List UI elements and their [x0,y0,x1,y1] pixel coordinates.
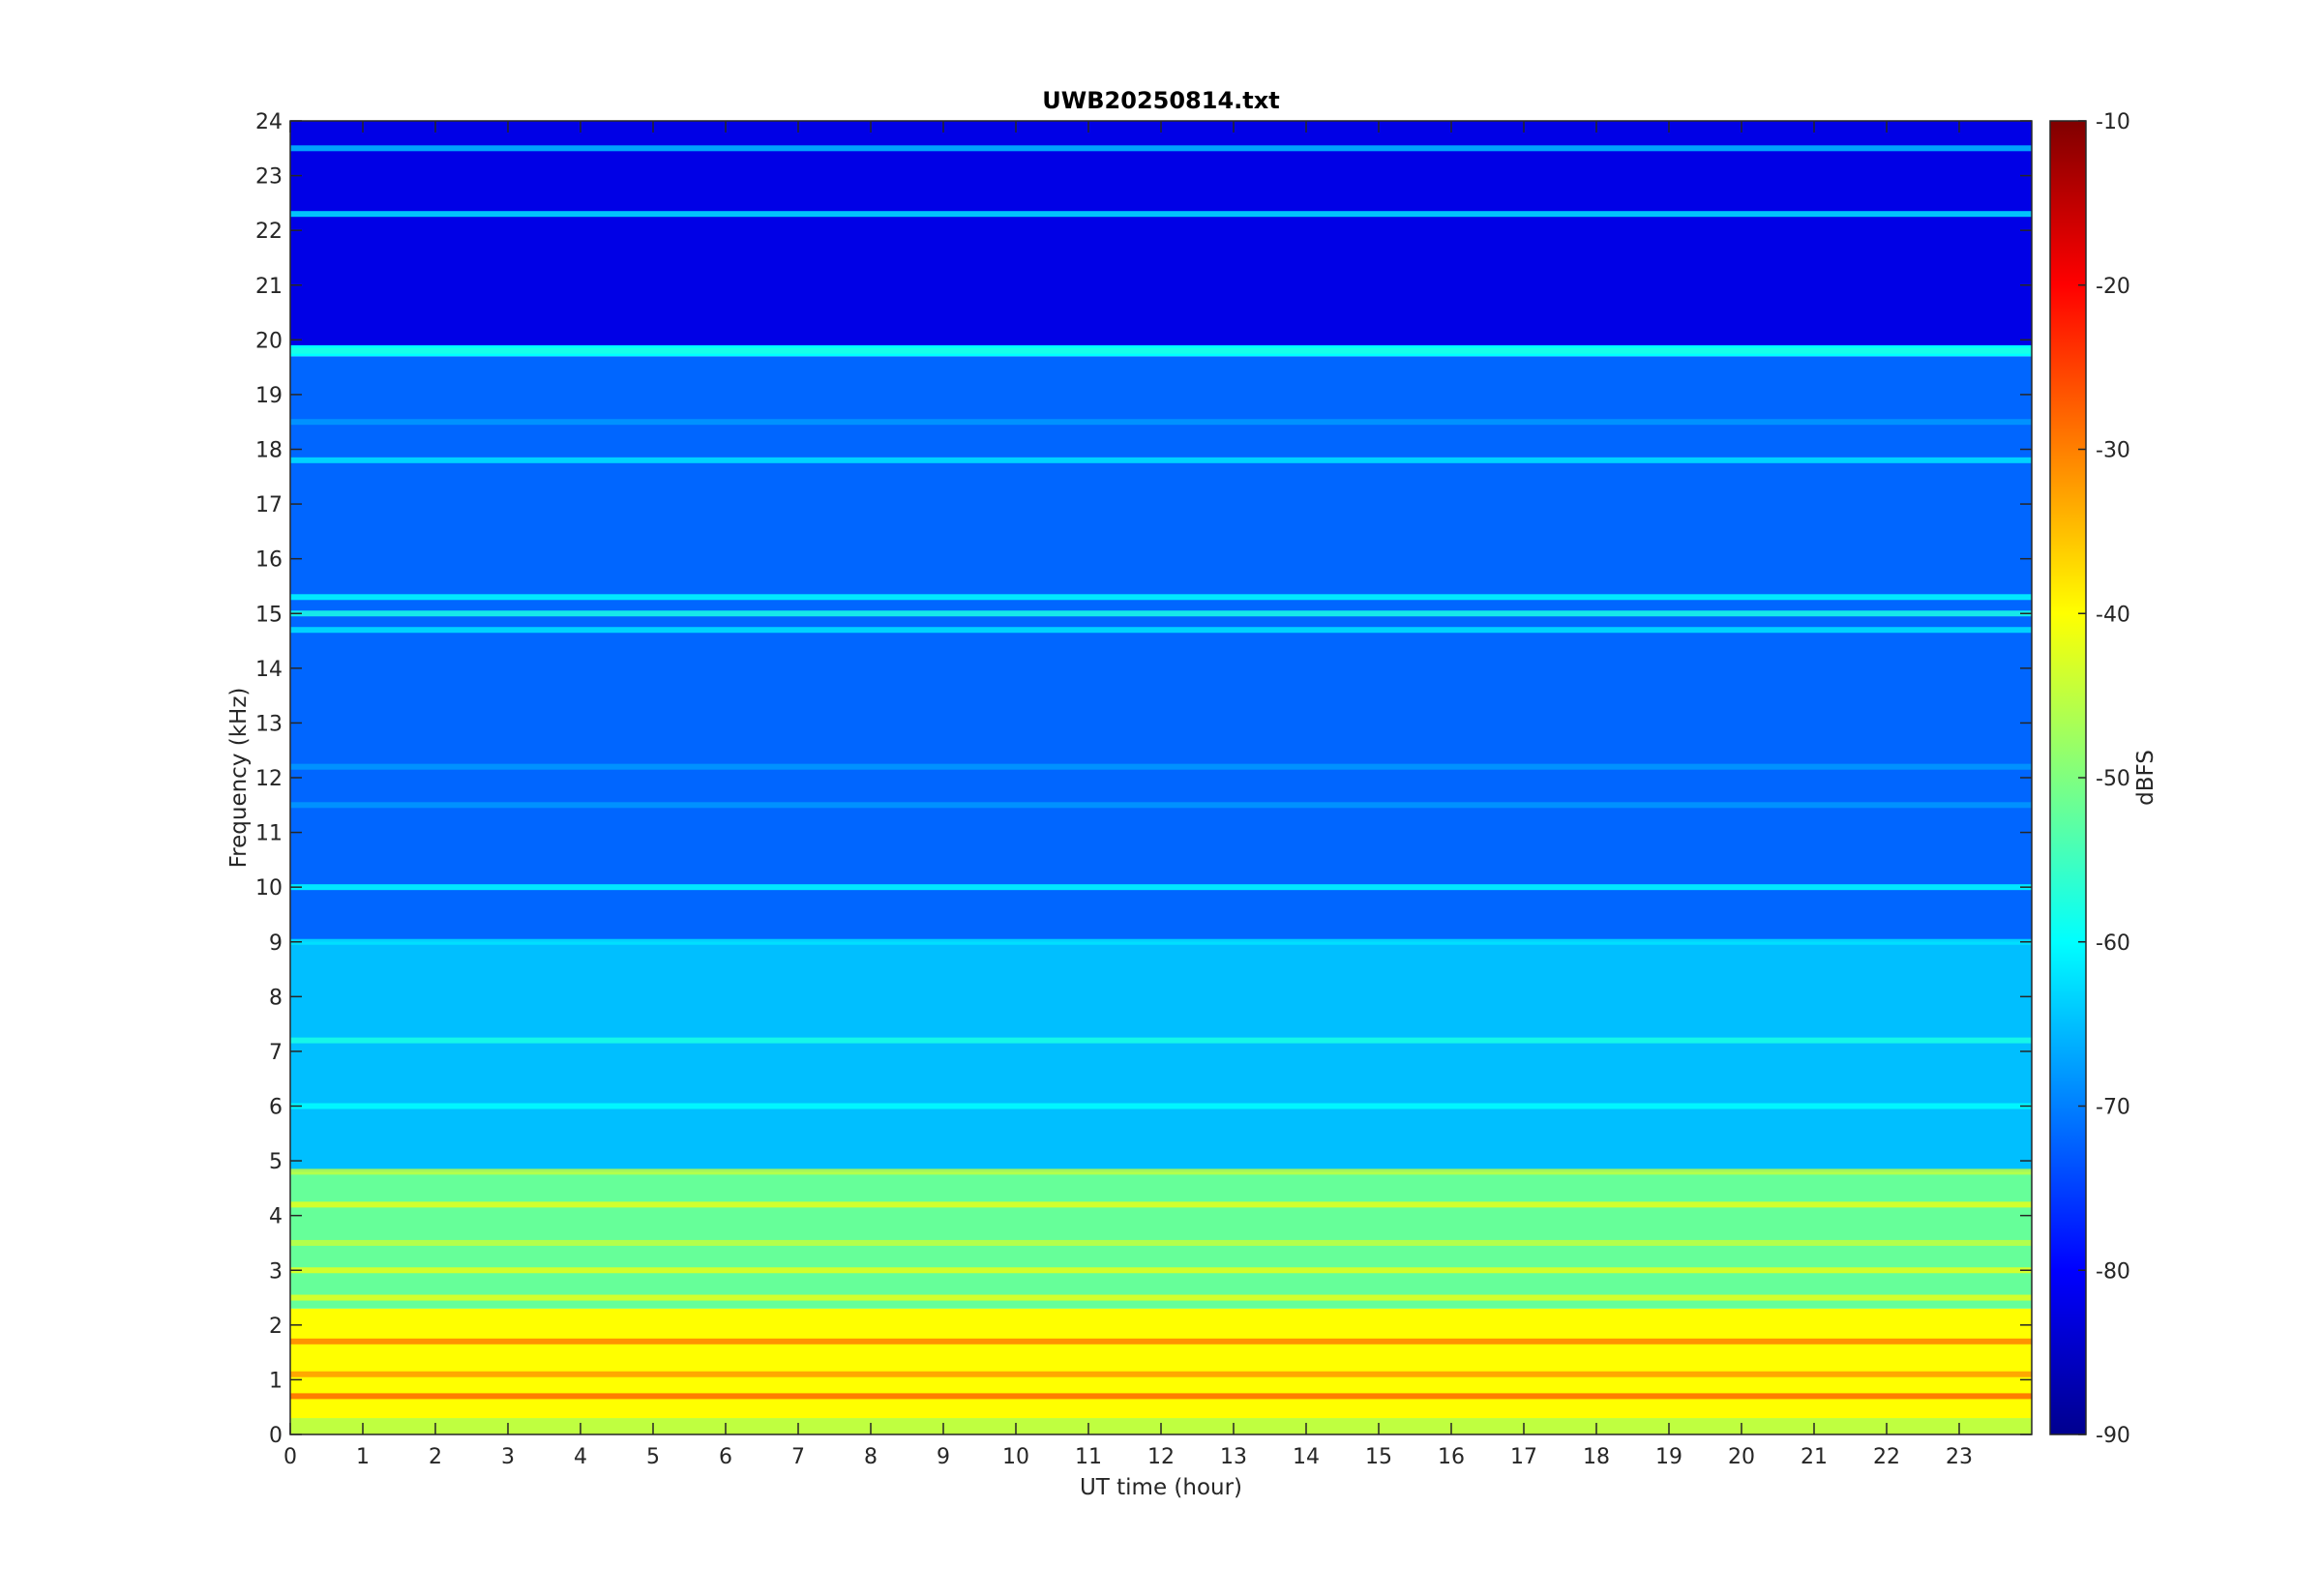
x-tick-label: 4 [574,1445,587,1469]
spectral-line [290,1201,2032,1208]
x-tick-label: 8 [864,1445,878,1469]
spectral-line [290,1371,2032,1377]
y-tick-label: 21 [255,275,283,299]
x-tick-label: 18 [1583,1445,1610,1469]
y-tick-label: 19 [255,384,283,408]
colorbar-label: dBFS [2133,750,2158,806]
x-tick-label: 0 [283,1445,297,1469]
y-tick-label: 5 [269,1150,283,1174]
x-tick-label: 22 [1873,1445,1900,1469]
y-tick-label: 0 [269,1424,283,1448]
y-tick-label: 11 [255,822,283,846]
spectral-line [290,1168,2032,1175]
y-tick-label: 16 [255,548,283,573]
colorbar-tick-label: -10 [2096,110,2130,134]
spectral-line [290,1338,2032,1345]
chart-title: UWB20250814.txt [1042,87,1279,114]
colorbar-tick-label: -30 [2096,439,2130,463]
y-tick-label: 12 [255,767,283,791]
x-tick-label: 21 [1801,1445,1828,1469]
colorbar-tick-label: -40 [2096,603,2130,627]
y-tick-label: 23 [255,165,283,190]
colorbar-tick-label: -80 [2096,1259,2130,1284]
y-tick-label: 10 [255,876,283,901]
x-tick-label: 9 [937,1445,950,1469]
x-tick-label: 3 [501,1445,515,1469]
colorbar-ticks: -10 -20 -30 -40 -50 -60 -70 -80 -90 [2078,110,2130,1448]
colorbar-tick-label: -60 [2096,931,2130,956]
y-tick-label: 15 [255,603,283,627]
spectral-line [290,610,2032,617]
spectral-line [290,1037,2032,1044]
spectral-line [290,594,2032,601]
colorbar-tick-label: -70 [2096,1096,2130,1120]
colorbar-tick-label: -50 [2096,767,2130,791]
x-tick-label: 16 [1438,1445,1465,1469]
heatmap-band [290,121,2032,345]
x-tick-label: 17 [1510,1445,1537,1469]
y-tick-label: 20 [255,329,283,353]
spectral-line [290,884,2032,891]
y-tick-label: 24 [255,110,283,134]
spectral-line [290,763,2032,770]
x-tick-label: 7 [791,1445,805,1469]
x-tick-label: 11 [1075,1445,1102,1469]
heatmap-band [290,356,2032,942]
heatmap-band [290,941,2032,1172]
spectral-line [290,627,2032,634]
y-tick-label: 6 [269,1096,283,1120]
spectral-line [290,457,2032,463]
spectral-line [290,145,2032,152]
colorbar-tick-label: -20 [2096,275,2130,299]
spectral-line-features [290,145,2032,1400]
spectral-line [290,211,2032,218]
x-tick-label: 1 [356,1445,370,1469]
x-tick-label: 12 [1147,1445,1175,1469]
spectral-line [290,1103,2032,1109]
heatmap-band [290,1308,2032,1419]
y-tick-label: 3 [269,1259,283,1284]
y-tick-label: 1 [269,1369,283,1393]
x-tick-label: 10 [1002,1445,1029,1469]
spectral-line [290,1239,2032,1246]
y-tick-label: 9 [269,931,283,956]
x-axis-label: UT time (hour) [1080,1475,1242,1500]
y-tick-label: 8 [269,986,283,1010]
x-tick-label: 23 [1946,1445,1973,1469]
spectral-line [290,938,2032,945]
spectral-line [290,1294,2032,1301]
y-axis-label: Frequency (kHz) [226,688,252,869]
spectral-line [290,419,2032,426]
x-axis: 0 1 2 3 4 5 6 7 8 9 10 11 12 13 14 15 16 17 18 19 20 21 22 23 [283,121,1973,1469]
x-tick-label: 15 [1365,1445,1392,1469]
x-tick-label: 2 [429,1445,442,1469]
y-tick-label: 17 [255,493,283,517]
x-tick-label: 5 [646,1445,660,1469]
colorbar-tick-label: -90 [2096,1424,2130,1448]
x-tick-label: 6 [719,1445,732,1469]
x-tick-label: 20 [1728,1445,1755,1469]
y-tick-label: 18 [255,439,283,463]
spectral-line [290,1393,2032,1400]
y-tick-label: 2 [269,1315,283,1339]
spectral-line [290,802,2032,809]
spectral-line [290,1267,2032,1274]
x-tick-label: 19 [1655,1445,1682,1469]
y-tick-label: 14 [255,658,283,682]
y-tick-label: 13 [255,712,283,736]
y-tick-label: 4 [269,1205,283,1229]
x-tick-label: 13 [1220,1445,1247,1469]
spectral-line [290,347,2032,354]
x-tick-label: 14 [1293,1445,1320,1469]
y-tick-label: 22 [255,220,283,244]
spectrogram-heatmap [290,121,2032,1434]
y-tick-label: 7 [269,1041,283,1065]
